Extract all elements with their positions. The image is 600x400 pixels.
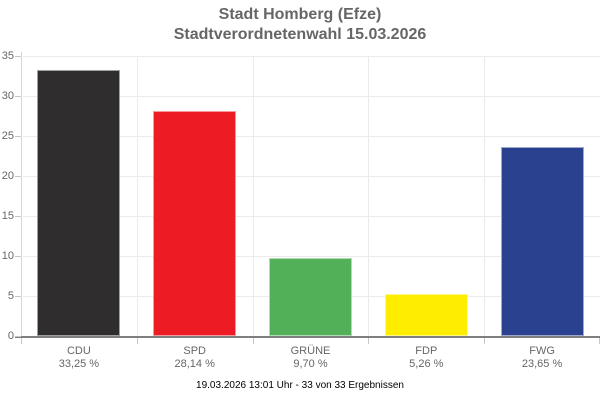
y-tick-10 xyxy=(15,256,21,257)
y-axis-line xyxy=(21,52,22,336)
chart-footer: 19.03.2026 13:01 Uhr - 33 von 33 Ergebni… xyxy=(196,380,404,391)
y-axis-label-10: 10 xyxy=(1,250,14,262)
x-tick-1 xyxy=(136,338,138,344)
category-label-FDP: FDP 5,26 % xyxy=(368,345,484,371)
x-tick-0 xyxy=(21,338,22,344)
y-gridline-15 xyxy=(21,216,600,217)
x-gridline-1 xyxy=(136,56,138,336)
category-percent-CDU: 33,25 % xyxy=(58,358,100,370)
y-tick-5 xyxy=(15,296,21,297)
category-percent-FWG: 23,65 % xyxy=(521,358,563,370)
y-tick-20 xyxy=(15,176,21,177)
y-gridline-35 xyxy=(21,56,600,57)
bar-SPD[interactable] xyxy=(153,110,237,336)
y-axis-label-15: 15 xyxy=(1,210,14,222)
y-tick-15 xyxy=(15,216,21,217)
bar-GRÜNE[interactable] xyxy=(269,258,352,336)
bar-CDU[interactable] xyxy=(37,70,121,336)
y-tick-35 xyxy=(15,56,21,57)
bar-FDP[interactable] xyxy=(384,293,468,336)
category-name-FWG: FWG xyxy=(529,345,555,357)
y-gridline-30 xyxy=(21,96,600,97)
y-axis-label-20: 20 xyxy=(1,170,14,182)
category-name-GRÜNE: GRÜNE xyxy=(290,345,331,357)
y-axis-label-30: 30 xyxy=(1,90,14,102)
y-axis-label-0: 0 xyxy=(7,330,14,342)
category-percent-SPD: 28,14 % xyxy=(174,358,215,370)
y-axis-label-35: 35 xyxy=(1,50,14,62)
x-tick-2 xyxy=(252,338,254,344)
category-name-SPD: SPD xyxy=(183,345,206,357)
y-tick-25 xyxy=(15,136,21,137)
category-label-SPD: SPD 28,14 % xyxy=(137,345,253,371)
x-tick-3 xyxy=(368,338,370,344)
y-axis-label-25: 25 xyxy=(1,130,14,142)
category-percent-GRÜNE: 9,70 % xyxy=(293,358,328,370)
category-name-CDU: CDU xyxy=(66,345,91,357)
y-gridline-25 xyxy=(21,136,600,137)
category-label-GRÜNE: GRÜNE 9,70 % xyxy=(253,345,369,371)
y-tick-30 xyxy=(15,96,21,97)
bar-FWG[interactable] xyxy=(500,146,584,336)
x-gridline-3 xyxy=(368,56,370,336)
category-percent-FDP: 5,26 % xyxy=(409,358,444,370)
chart-title: Stadt Homberg (Efze) Stadtverordnetenwah… xyxy=(0,5,600,45)
x-gridline-4 xyxy=(484,56,486,336)
y-gridline-10 xyxy=(21,256,600,257)
chart-title-line1: Stadt Homberg (Efze) xyxy=(218,6,382,23)
y-axis-label-5: 5 xyxy=(7,290,14,302)
category-label-FWG: FWG 23,65 % xyxy=(484,345,600,371)
category-label-CDU: CDU 33,25 % xyxy=(21,345,137,371)
y-tick-0 xyxy=(15,336,21,337)
y-gridline-20 xyxy=(21,176,600,177)
x-axis-line xyxy=(15,336,600,338)
category-name-FDP: FDP xyxy=(415,345,438,357)
chart-title-line2: Stadtverordnetenwahl 15.03.2026 xyxy=(173,26,427,43)
x-gridline-2 xyxy=(252,56,254,336)
x-tick-4 xyxy=(484,338,486,344)
